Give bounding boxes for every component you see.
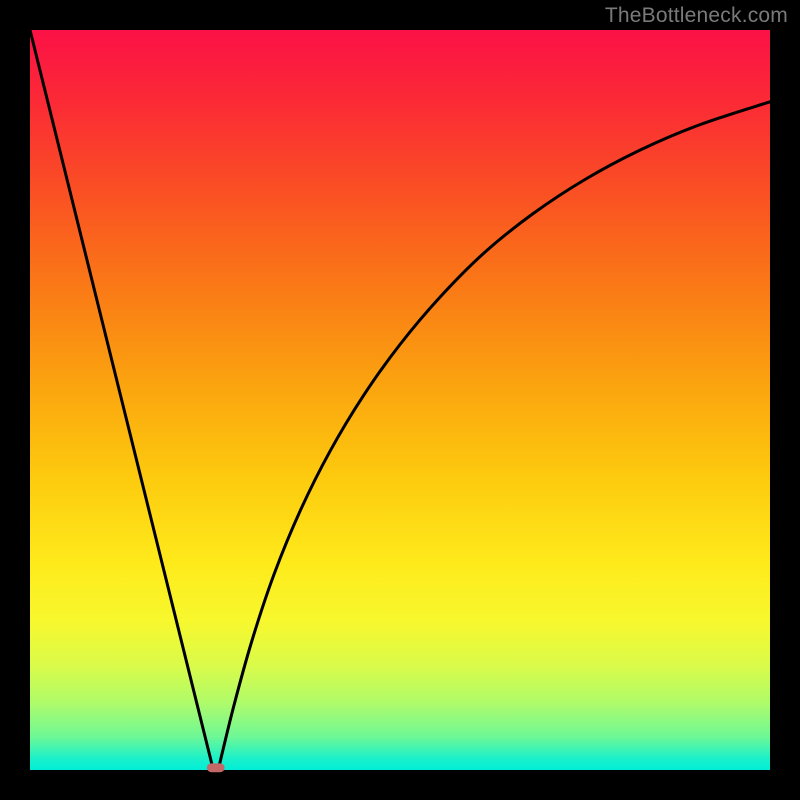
chart-container: TheBottleneck.com xyxy=(0,0,800,800)
valley-marker xyxy=(207,763,225,772)
bottleneck-chart xyxy=(0,0,800,800)
watermark-label: TheBottleneck.com xyxy=(605,4,788,28)
